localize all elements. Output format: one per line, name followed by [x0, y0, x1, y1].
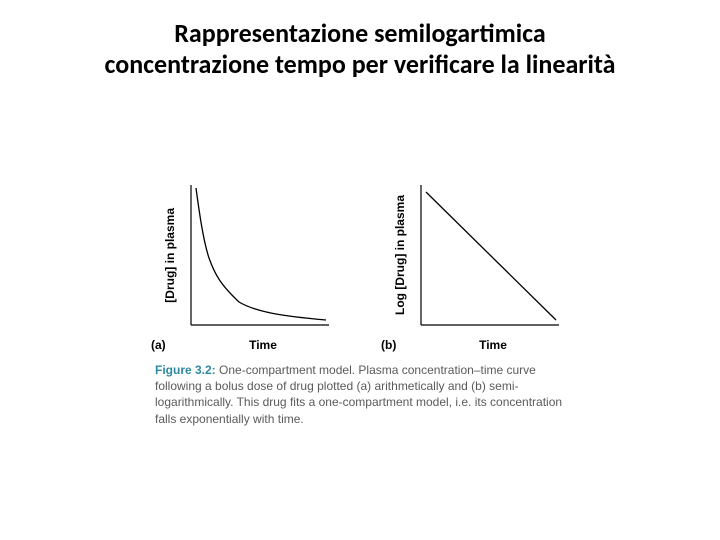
panel-label-b: (b)	[375, 338, 411, 352]
xlabel-b: Time	[411, 338, 575, 352]
panel-label-a: (a)	[145, 338, 181, 352]
caption-label: Figure 3.2:	[155, 363, 216, 377]
slide-title: Rappresentazione semilogartimica concent…	[30, 18, 690, 80]
curve-linear	[426, 192, 556, 320]
xlabel-a: Time	[181, 338, 345, 352]
plot-a	[181, 180, 331, 330]
plot-b	[411, 180, 561, 330]
title-line-1: Rappresentazione semilogartimica	[174, 17, 545, 49]
chart-panel-b: Log [Drug] in plasma (b) Time	[375, 180, 575, 352]
title-line-2: concentrazione tempo per verificare la l…	[104, 48, 615, 80]
figure: [Drug] in plasma (a) Time Log [Drug] in …	[145, 180, 575, 427]
charts-row: [Drug] in plasma (a) Time Log [Drug] in …	[145, 180, 575, 352]
figure-caption: Figure 3.2: One-compartment model. Plasm…	[145, 362, 575, 427]
curve-exponential	[196, 188, 326, 320]
ylabel-a: [Drug] in plasma	[159, 208, 181, 303]
ylabel-b: Log [Drug] in plasma	[389, 195, 411, 315]
chart-panel-a: [Drug] in plasma (a) Time	[145, 180, 345, 352]
caption-text: One-compartment model. Plasma concentrat…	[155, 363, 562, 426]
slide: Rappresentazione semilogartimica concent…	[0, 0, 720, 540]
